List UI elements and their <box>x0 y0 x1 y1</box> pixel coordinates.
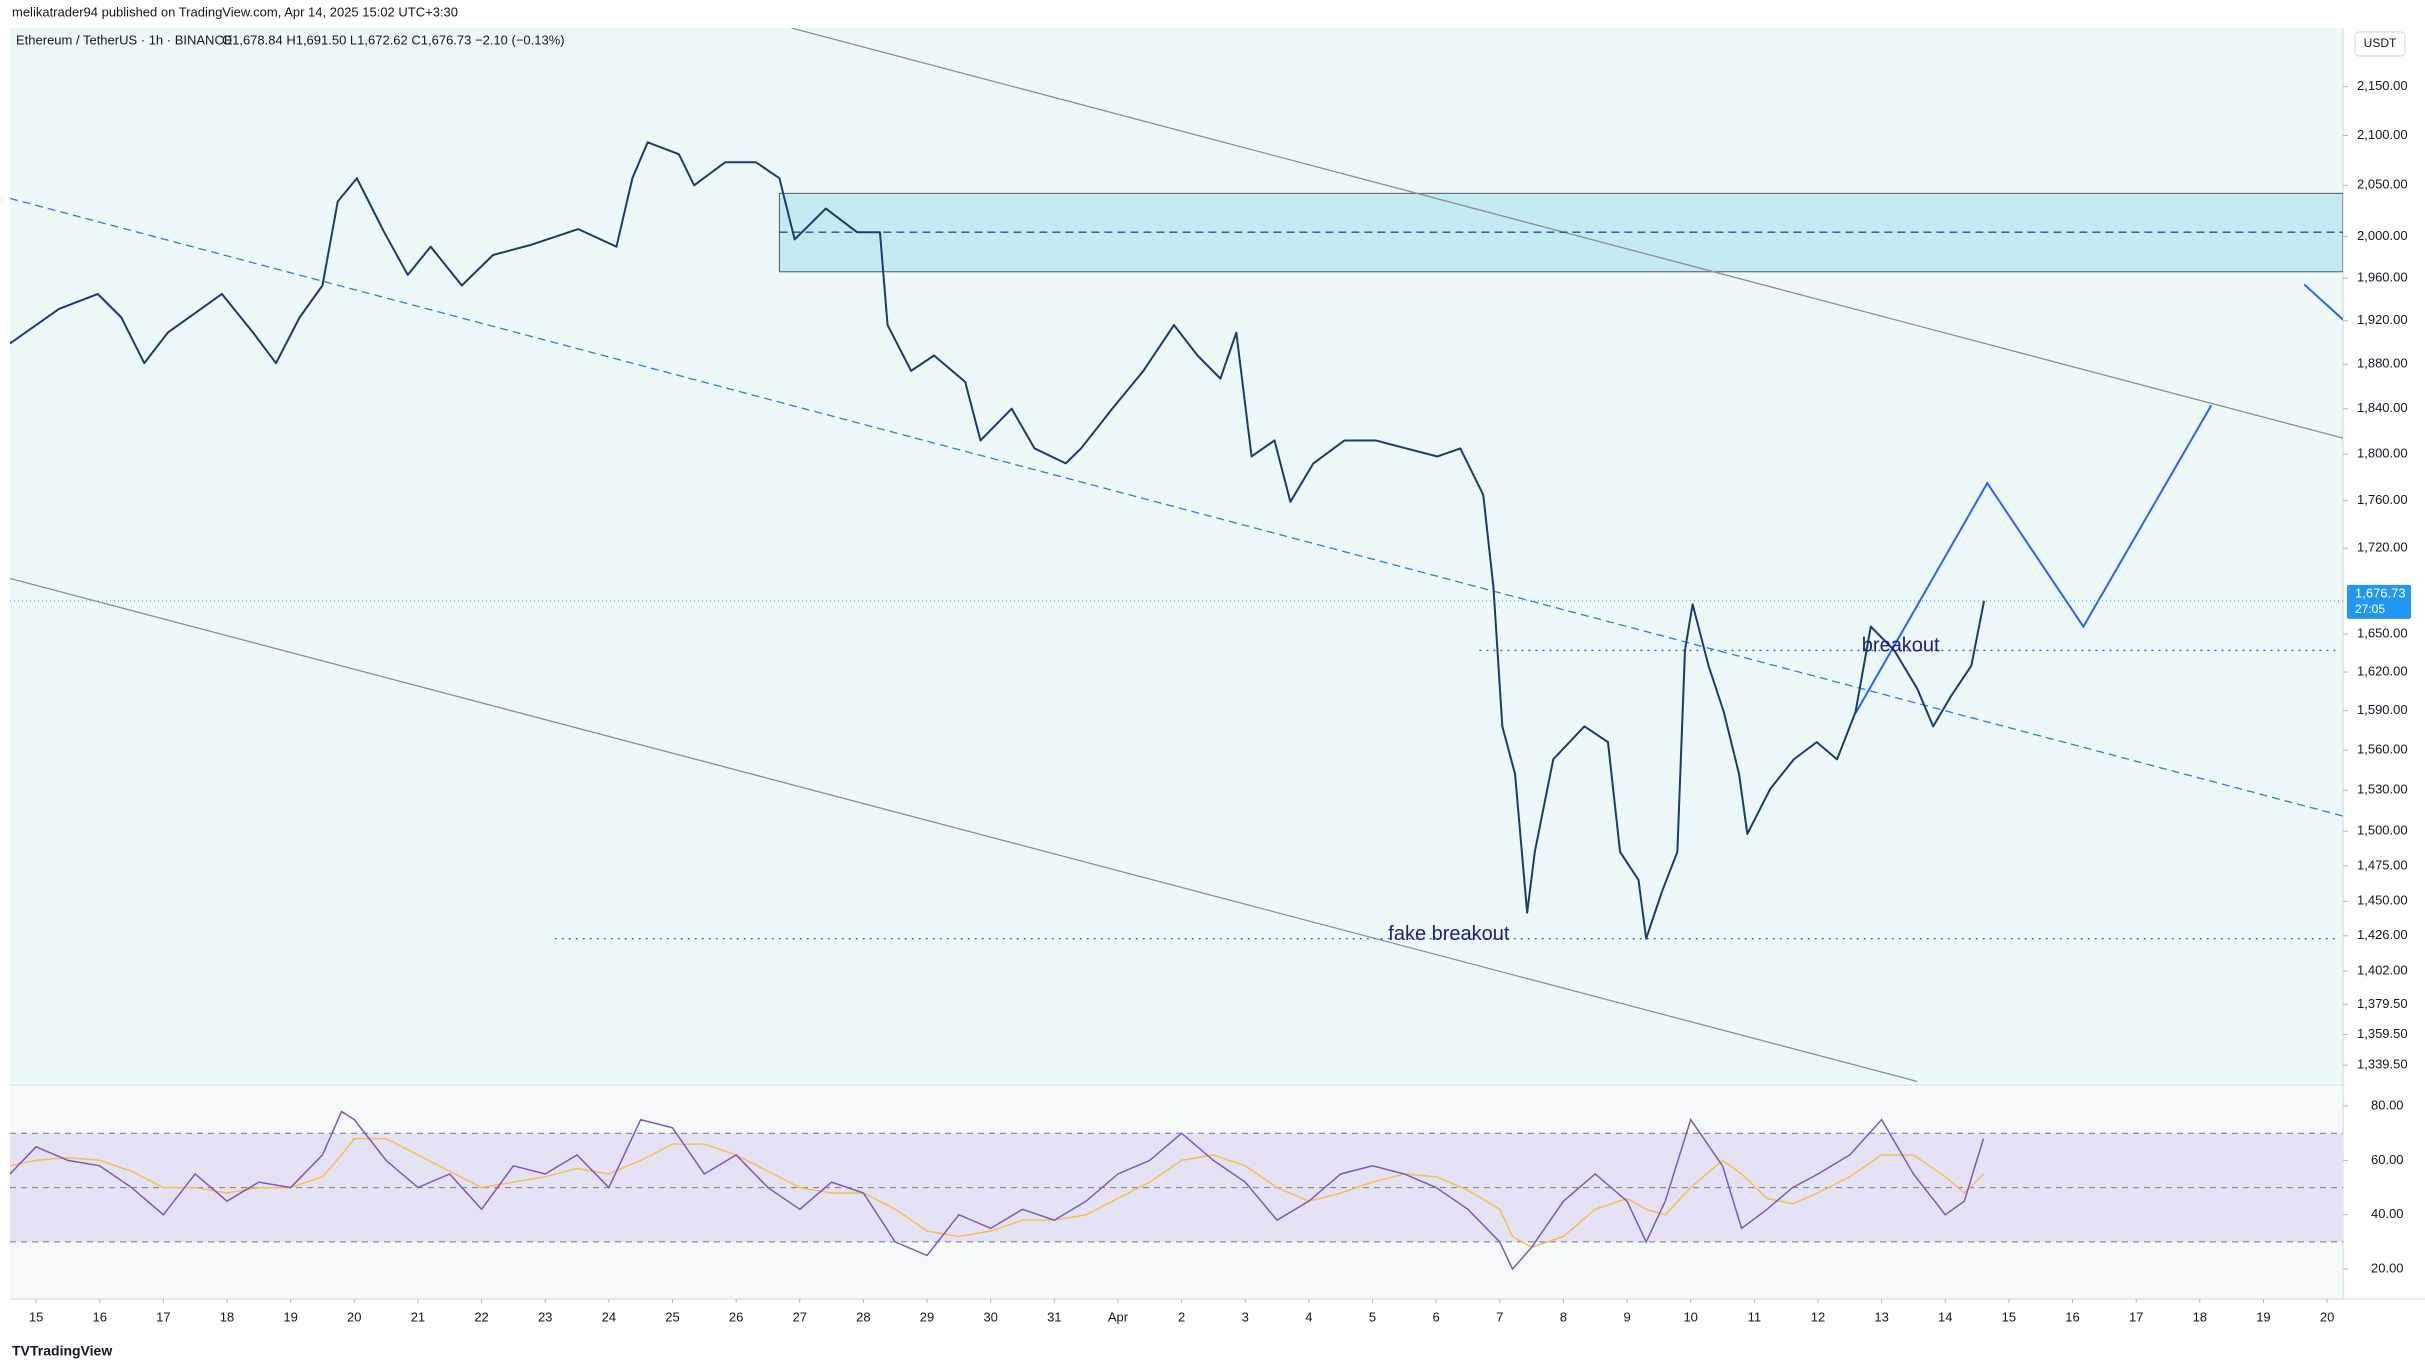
x-tick-label: 5 <box>1369 1309 1376 1324</box>
price-plot: fake breakout breakout <box>10 28 2343 1083</box>
y-tick-label: 1,920.00 <box>2357 312 2408 327</box>
y-tick-label: 1,379.50 <box>2357 996 2408 1011</box>
y-tick-label: 1,800.00 <box>2357 446 2408 461</box>
x-tick-label: 14 <box>1938 1309 1952 1324</box>
annotation: breakout <box>1862 635 1940 657</box>
x-tick-label: 28 <box>856 1309 870 1324</box>
x-tick-label: 18 <box>2193 1309 2207 1324</box>
y-tick-label: 2,100.00 <box>2357 127 2408 142</box>
x-tick-label: 8 <box>1560 1309 1567 1324</box>
x-tick-label: 16 <box>2065 1309 2079 1324</box>
y-tick-label: 1,450.00 <box>2357 893 2408 908</box>
x-tick-label: 30 <box>983 1309 997 1324</box>
y-tick-label: 1,475.00 <box>2357 857 2408 872</box>
x-tick-label: 16 <box>92 1309 106 1324</box>
y-tick-label: 1,620.00 <box>2357 663 2408 678</box>
y-tick-label: 1,840.00 <box>2357 400 2408 415</box>
x-tick-label: 9 <box>1623 1309 1630 1324</box>
x-tick-label: 7 <box>1496 1309 1503 1324</box>
currency-box[interactable] <box>2354 31 2406 57</box>
x-tick-label: 21 <box>411 1309 425 1324</box>
x-tick-label: 17 <box>156 1309 170 1324</box>
x-tick-label: 25 <box>665 1309 679 1324</box>
drawing-line <box>1854 404 2213 714</box>
rsi-line <box>10 1110 1985 1271</box>
x-tick-label: Apr <box>1108 1309 1129 1324</box>
x-tick-label: 20 <box>2320 1309 2334 1324</box>
annotation: fake breakout <box>1388 923 1510 945</box>
y-tick-label: 20.00 <box>2371 1261 2404 1276</box>
x-tick-label: 12 <box>1811 1309 1825 1324</box>
x-tick-label: 19 <box>283 1309 297 1324</box>
y-tick-label: 80.00 <box>2371 1097 2404 1112</box>
last-price-label: 1,676.73 <box>2355 585 2406 600</box>
x-tick-label: 10 <box>1683 1309 1697 1324</box>
y-tick-label: 1,402.00 <box>2357 962 2408 977</box>
publisher: melikatrader94 published on TradingView.… <box>12 4 458 19</box>
x-tick-label: 2 <box>1178 1309 1185 1324</box>
x-tick-label: 22 <box>474 1309 488 1324</box>
y-tick-label: 60.00 <box>2371 1152 2404 1167</box>
currency[interactable]: USDT <box>2364 36 2397 50</box>
y-tick-label: 1,500.00 <box>2357 823 2408 838</box>
drawing-line <box>2303 283 2343 321</box>
brand-logo: TV <box>12 1343 31 1359</box>
x-tick-label: 3 <box>1242 1309 1249 1324</box>
y-tick-label: 1,560.00 <box>2357 742 2408 757</box>
price-line <box>10 141 1986 940</box>
x-tick-label: 19 <box>2256 1309 2270 1324</box>
y-tick-label: 2,000.00 <box>2357 228 2408 243</box>
rsi-ma-line <box>10 1137 1984 1249</box>
y-tick-label: 1,960.00 <box>2357 270 2408 285</box>
x-tick-label: 6 <box>1433 1309 1440 1324</box>
x-tick-label: 29 <box>920 1309 934 1324</box>
x-tick-label: 26 <box>729 1309 743 1324</box>
x-tick-label: 27 <box>793 1309 807 1324</box>
x-tick-label: 31 <box>1047 1309 1061 1324</box>
last-price-box <box>2347 584 2411 619</box>
y-tick-label: 1,359.50 <box>2357 1026 2408 1041</box>
drawing-line <box>10 577 1918 1083</box>
x-tick-label: 15 <box>29 1309 43 1324</box>
y-tick-label: 1,720.00 <box>2357 540 2408 555</box>
x-tick-label: 11 <box>1748 1309 1762 1324</box>
y-tick-label: 1,880.00 <box>2357 356 2408 371</box>
x-tick-label: 18 <box>220 1309 234 1324</box>
y-tick-label: 40.00 <box>2371 1206 2404 1221</box>
y-tick-label: 1,590.00 <box>2357 702 2408 717</box>
y-tick-label: 2,050.00 <box>2357 177 2408 192</box>
drawing-line <box>791 28 2343 439</box>
x-tick-label: 24 <box>602 1309 616 1324</box>
y-tick-label: 1,339.50 <box>2357 1057 2408 1072</box>
y-tick-label: 1,650.00 <box>2357 626 2408 641</box>
y-tick-label: 1,760.00 <box>2357 492 2408 507</box>
y-tick-label: 2,150.00 <box>2357 78 2408 93</box>
rsi-plot <box>10 1110 2343 1271</box>
x-tick-label: 23 <box>538 1309 552 1324</box>
x-tick-label: 13 <box>1874 1309 1888 1324</box>
y-tick-label: 1,530.00 <box>2357 782 2408 797</box>
axes: 2,150.00 2,100.00 2,050.00 2,000.00 1,960.00… <box>29 78 2411 1324</box>
ohlc: O1,678.84 H1,691.50 L1,672.62 C1,676.73 … <box>222 32 565 47</box>
brand: TradingView <box>30 1343 112 1359</box>
x-tick-label: 4 <box>1305 1309 1312 1324</box>
y-tick-label: 1,426.00 <box>2357 927 2408 942</box>
countdown: 27:05 <box>2355 602 2385 616</box>
x-tick-label: 20 <box>347 1309 361 1324</box>
x-tick-label: 17 <box>2129 1309 2143 1324</box>
symbol: Ethereum / TetherUS · 1h · BINANCE <box>16 32 233 47</box>
x-tick-label: 15 <box>2002 1309 2016 1324</box>
